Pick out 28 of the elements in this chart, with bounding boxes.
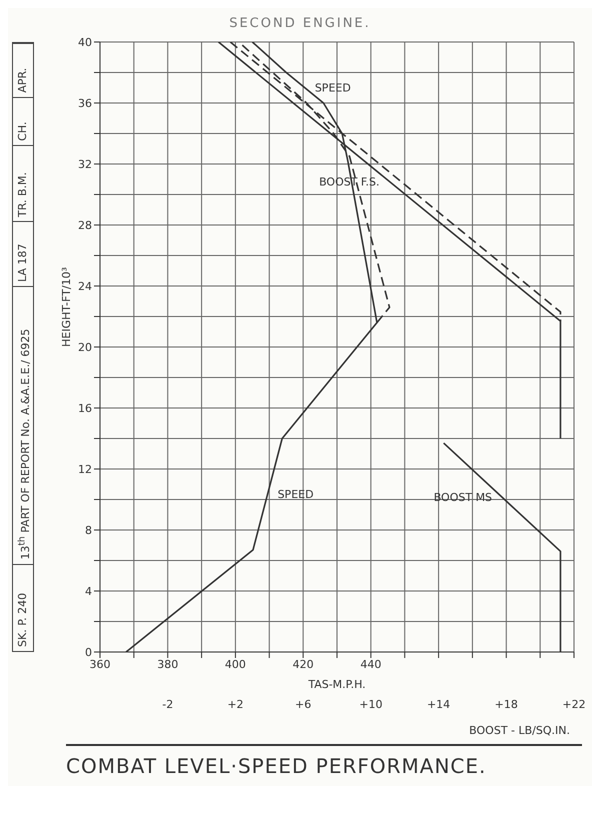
y-tick-label: 32 bbox=[78, 158, 92, 171]
x2-axis-title: BOOST - LB/SQ.IN. bbox=[469, 724, 570, 737]
x-tick-label: 360 bbox=[90, 658, 110, 671]
y-tick-label: 12 bbox=[78, 462, 92, 476]
x2-tick-label: +18 bbox=[494, 698, 518, 711]
y-tick-label: 0 bbox=[85, 646, 92, 659]
y-axis-title: HEIGHT-FT/10³ bbox=[60, 267, 73, 347]
chart-subtitle: SECOND ENGINE. bbox=[229, 16, 371, 31]
y-tick-label: 16 bbox=[78, 402, 92, 415]
y-tick-label: 4 bbox=[85, 584, 92, 598]
x-axis-title: TAS-M.P.H. bbox=[307, 678, 366, 691]
x-tick-label: 420 bbox=[292, 658, 314, 671]
y-tick-label: 8 bbox=[85, 524, 92, 537]
x2-tick-label: +10 bbox=[359, 698, 382, 711]
x2-tick-label: +6 bbox=[295, 698, 312, 711]
y-tick-label: 40 bbox=[78, 36, 92, 49]
x-tick-label: 400 bbox=[224, 658, 246, 671]
text: COMBAT LEVEL·SPEED PERFORMANCE. bbox=[66, 754, 486, 778]
y-tick-label: 20 bbox=[78, 340, 92, 354]
y-tick-label: 24 bbox=[78, 280, 92, 293]
y-tick-label: 36 bbox=[78, 96, 92, 110]
x2-tick-label: +14 bbox=[426, 698, 450, 711]
x2-tick-label: +22 bbox=[562, 698, 586, 711]
x-tick-label: 440 bbox=[360, 658, 382, 671]
x2-tick-label: -2 bbox=[162, 698, 174, 711]
y-tick-label: 28 bbox=[78, 218, 92, 232]
x-tick-label: 380 bbox=[157, 658, 178, 671]
x2-tick-label: +2 bbox=[227, 698, 244, 711]
